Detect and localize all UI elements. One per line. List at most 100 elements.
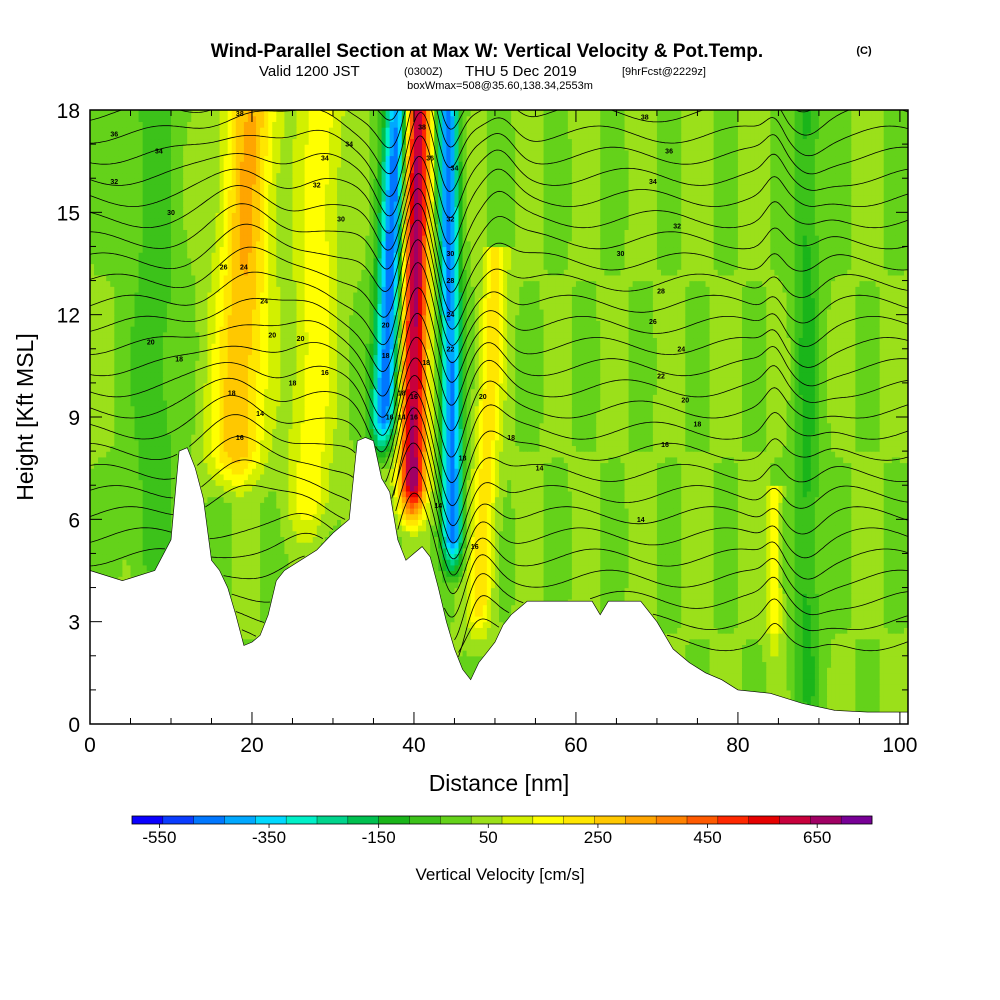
w-cell (822, 678, 828, 685)
w-cell (851, 678, 856, 685)
w-cell (717, 661, 723, 668)
w-cell (802, 684, 808, 691)
w-cell (875, 655, 881, 663)
w-cell (782, 655, 788, 663)
w-cell (705, 650, 711, 657)
w-cell (831, 598, 836, 606)
w-cell (843, 661, 848, 668)
w-cell (466, 621, 472, 628)
w-cell (778, 689, 784, 697)
w-cell (859, 598, 865, 606)
w-cell (814, 610, 820, 617)
w-cell (818, 604, 824, 611)
w-cell (847, 706, 852, 714)
w-cell (746, 598, 751, 606)
w-cell (592, 593, 597, 600)
w-cell (883, 655, 889, 663)
w-cell (673, 604, 678, 611)
w-cell (652, 604, 658, 611)
w-cell (810, 598, 816, 606)
w-cell (758, 644, 763, 651)
w-cell (786, 615, 792, 623)
w-cell (806, 621, 812, 628)
w-cell (822, 633, 828, 640)
w-cell (899, 598, 905, 606)
w-cell (851, 621, 856, 628)
w-cell (875, 706, 881, 714)
w-cell (725, 672, 731, 680)
w-cell (478, 598, 484, 606)
w-cell (782, 604, 788, 611)
w-cell (835, 650, 840, 657)
w-cell (721, 610, 727, 617)
w-cell (766, 610, 771, 617)
w-cell (895, 604, 901, 611)
w-cell (442, 587, 447, 594)
w-cell (608, 581, 613, 589)
w-cell (762, 593, 767, 600)
w-cell (798, 644, 804, 651)
w-cell (458, 633, 464, 640)
w-cell (863, 621, 869, 628)
w-cell (847, 633, 852, 640)
w-cell (466, 661, 472, 668)
w-cell (750, 633, 755, 640)
w-cell (446, 598, 452, 606)
w-cell (466, 655, 472, 663)
w-cell (247, 615, 253, 623)
w-cell (790, 650, 796, 657)
w-cell (859, 633, 865, 640)
w-cell (256, 621, 261, 628)
w-cell (887, 706, 893, 714)
w-cell (782, 678, 788, 685)
w-cell (494, 627, 500, 634)
w-cell (875, 633, 881, 640)
w-cell (847, 593, 852, 600)
w-cell (596, 593, 601, 600)
w-cell (855, 695, 861, 702)
w-cell (729, 644, 735, 651)
w-cell (721, 593, 727, 600)
w-cell (648, 610, 654, 617)
w-cell (462, 638, 468, 646)
w-cell (863, 695, 869, 702)
w-cell (458, 593, 464, 600)
w-cell (235, 581, 241, 589)
w-cell (839, 701, 844, 708)
w-cell (863, 633, 869, 640)
w-cell (701, 633, 707, 640)
w-cell (478, 621, 484, 628)
w-cell (867, 638, 873, 646)
w-cell (827, 667, 832, 674)
w-cell (701, 627, 707, 634)
w-cell (729, 638, 735, 646)
w-cell (859, 655, 865, 663)
w-cell (835, 587, 840, 594)
w-cell (750, 661, 755, 668)
w-cell (770, 615, 775, 623)
w-cell (891, 610, 897, 617)
w-cell (754, 633, 759, 640)
w-cell (851, 604, 856, 611)
w-cell (713, 667, 719, 674)
w-cell (887, 627, 893, 634)
w-cell (741, 667, 747, 674)
w-cell (499, 598, 504, 606)
w-cell (762, 638, 767, 646)
w-cell (762, 615, 767, 623)
w-cell (531, 587, 537, 594)
w-cell (717, 604, 723, 611)
w-cell (466, 644, 472, 651)
w-cell (494, 593, 500, 600)
w-cell (705, 655, 711, 663)
w-cell (547, 581, 553, 589)
w-cell (247, 593, 253, 600)
w-cell (741, 684, 747, 691)
w-cell (725, 604, 731, 611)
w-cell (721, 638, 727, 646)
w-cell (713, 587, 719, 594)
w-cell (652, 593, 658, 600)
w-cell (701, 638, 707, 646)
w-cell (575, 593, 581, 600)
